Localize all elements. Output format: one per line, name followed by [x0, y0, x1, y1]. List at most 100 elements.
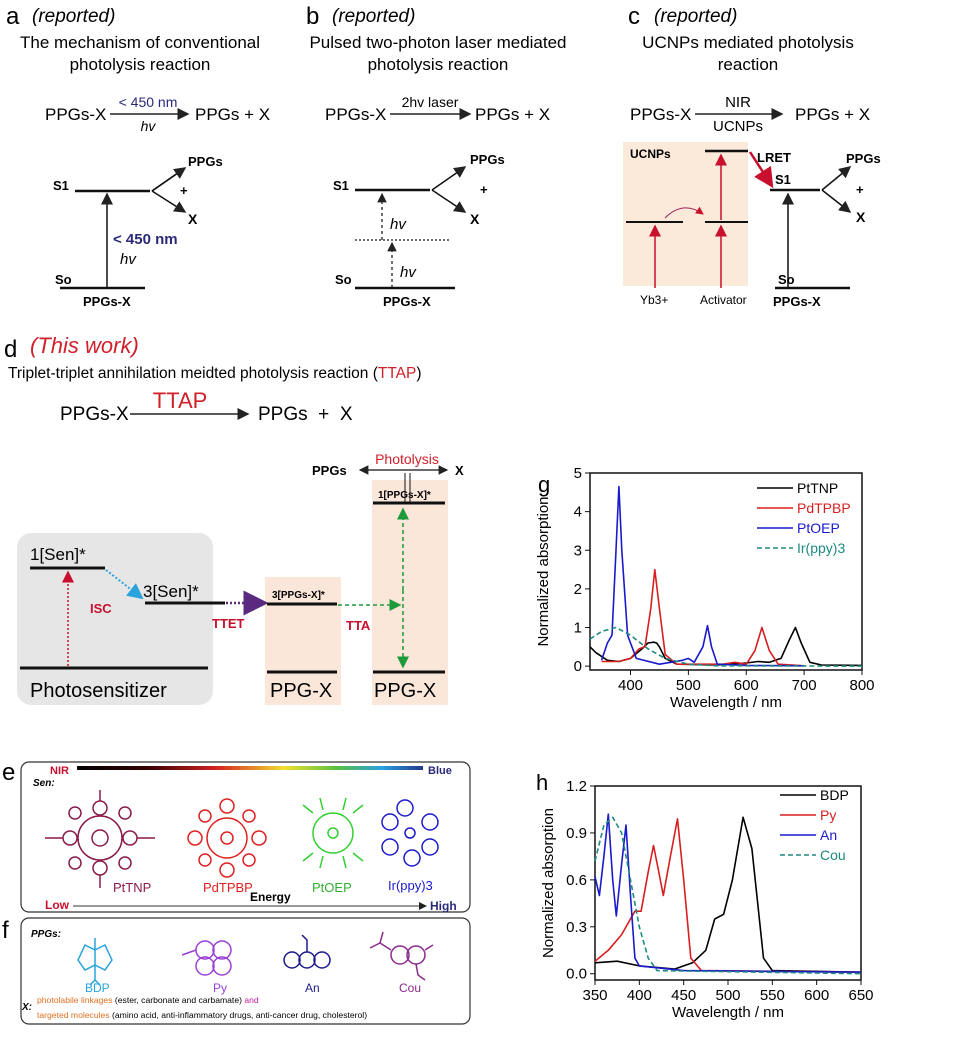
- product-x: X: [455, 463, 464, 478]
- ptoep-structure: [302, 797, 364, 869]
- reactant: PPGs-X: [45, 105, 106, 124]
- isc-label: ISC: [90, 601, 112, 616]
- legend-label: PdTPBP: [797, 500, 851, 516]
- x-tick-label: 600: [804, 987, 829, 1004]
- panel-f: f PPGs: BDP Py An Cou X: photolabile lin…: [2, 917, 471, 1025]
- blue-label: Blue: [428, 765, 452, 777]
- panel-e: e NIR Blue Sen: PtTNP PdTPBP PtOEP Ir(: [2, 759, 471, 913]
- product-ppgs: PPGs: [846, 151, 881, 166]
- panel-tag: (reported): [332, 6, 415, 27]
- product-x: X: [856, 209, 866, 225]
- ground-label: PPGs-X: [383, 294, 431, 309]
- molecule-label: Cou: [399, 981, 421, 995]
- ppgx-triplet-label: 3[PPGs-X]*: [272, 590, 325, 601]
- ppgx-singlet-box: [372, 480, 448, 705]
- panel-letter: e: [2, 759, 15, 786]
- panel-title: UCNPs mediated photolysis: [642, 33, 854, 52]
- plot-frame: [589, 472, 863, 671]
- condition: UCNPs: [713, 118, 763, 135]
- y-tick-label: 0.0: [566, 966, 587, 983]
- y-tick-label: 3: [574, 542, 582, 559]
- x-tick-label: 500: [676, 677, 701, 694]
- y-axis-label: Normalized absorption: [535, 496, 552, 646]
- py-structure: [181, 940, 232, 976]
- product-ppgs: PPGs: [188, 154, 223, 169]
- plus: +: [856, 182, 864, 197]
- x-tick-label: 450: [671, 987, 696, 1004]
- molecule-label: PtTNP: [113, 880, 151, 895]
- panel-d: d (This work) Triplet-triplet annihilati…: [4, 333, 464, 705]
- molecule-label: PdTPBP: [203, 880, 253, 895]
- x-description-line1: photolabile linkages (ester, carbonate a…: [37, 995, 259, 1005]
- ucnp-box: [623, 142, 748, 286]
- s0-label: So: [335, 272, 352, 287]
- legend-label: An: [820, 827, 837, 843]
- irppy3-structure: [381, 799, 439, 867]
- reactant: PPGs-X: [630, 105, 691, 124]
- legend-label: Cou: [820, 847, 846, 863]
- x-tick-label: 700: [792, 677, 817, 694]
- condition: NIR: [725, 94, 751, 111]
- product-ppgs: PPGs: [470, 152, 505, 167]
- x-tick-label: 500: [715, 987, 740, 1004]
- panel-letter: a: [6, 3, 20, 30]
- panel-c: c (reported) UCNPs mediated photolysis r…: [623, 3, 881, 309]
- an-structure: [283, 934, 331, 969]
- panel-title: photolysis reaction: [368, 55, 509, 74]
- cou-structure: [369, 931, 434, 981]
- product-ppgs: PPGs: [312, 463, 347, 478]
- x-tick-label: 650: [848, 987, 873, 1004]
- panel-tag: (This work): [30, 333, 139, 358]
- hv-label: hv: [390, 216, 407, 233]
- panel-title: Pulsed two-photon laser mediated: [309, 33, 566, 52]
- panel-letter: h: [536, 770, 548, 795]
- low-label: Low: [45, 898, 70, 912]
- series-line-pdtpbp: [601, 568, 805, 667]
- reactant: PPGs-X: [325, 105, 386, 124]
- panel-tag: (reported): [654, 6, 737, 27]
- chart-h: h 350 400 450 500 550 600 650 0.0 0.3 0.6 0.9 1.2 Wav…: [536, 770, 874, 1021]
- lret-label: LRET: [757, 150, 791, 165]
- x-tick-label: 400: [627, 987, 652, 1004]
- ppgs-label: PPGs:: [31, 929, 61, 940]
- reactant: PPGs-X: [60, 404, 129, 425]
- series-line-py: [594, 818, 862, 973]
- pdtpbp-structure: [187, 798, 267, 878]
- ppgs-box: [20, 917, 471, 1025]
- product: PPGs + X: [195, 105, 270, 124]
- s1-label: S1: [53, 178, 69, 193]
- panel-title: reaction: [718, 55, 778, 74]
- y-tick-label: 0: [574, 658, 582, 675]
- sensitizer-box: [20, 761, 471, 913]
- product-x: X: [188, 211, 198, 227]
- sen-singlet-label: 1[Sen]*: [30, 545, 86, 564]
- condition: TTAP: [153, 388, 208, 413]
- panel-letter: c: [628, 3, 640, 30]
- product: PPGs + X: [258, 404, 353, 425]
- product: PPGs + X: [795, 105, 870, 124]
- ttet-label: TTET: [212, 616, 245, 631]
- s0-label: So: [55, 272, 72, 287]
- panel-letter: g: [538, 472, 550, 497]
- tta-label: TTA: [346, 618, 371, 633]
- panel-letter: b: [306, 3, 319, 30]
- series-line-pttnp: [589, 626, 863, 667]
- y-tick-label: 5: [574, 465, 582, 482]
- x-axis-label: Wavelength / nm: [672, 1004, 784, 1021]
- y-tick-label: 4: [574, 504, 582, 521]
- ppgx-label: PPG-X: [374, 680, 436, 702]
- panel-tag: (reported): [32, 6, 115, 27]
- legend-label: PtTNP: [797, 480, 838, 496]
- sen-label: Sen:: [33, 778, 55, 789]
- plus: +: [180, 183, 188, 198]
- photolysis-label: Photolysis: [375, 451, 439, 467]
- series-line-irppy3: [589, 626, 863, 667]
- molecule-label: An: [305, 981, 320, 995]
- x-tick-label: 350: [582, 987, 607, 1004]
- plus: +: [480, 182, 488, 197]
- molecule-label: Ir(ppy)3: [388, 878, 433, 893]
- series-line-ptoep: [600, 485, 805, 667]
- y-tick-label: 2: [574, 581, 582, 598]
- y-tick-label: 0.9: [566, 825, 587, 842]
